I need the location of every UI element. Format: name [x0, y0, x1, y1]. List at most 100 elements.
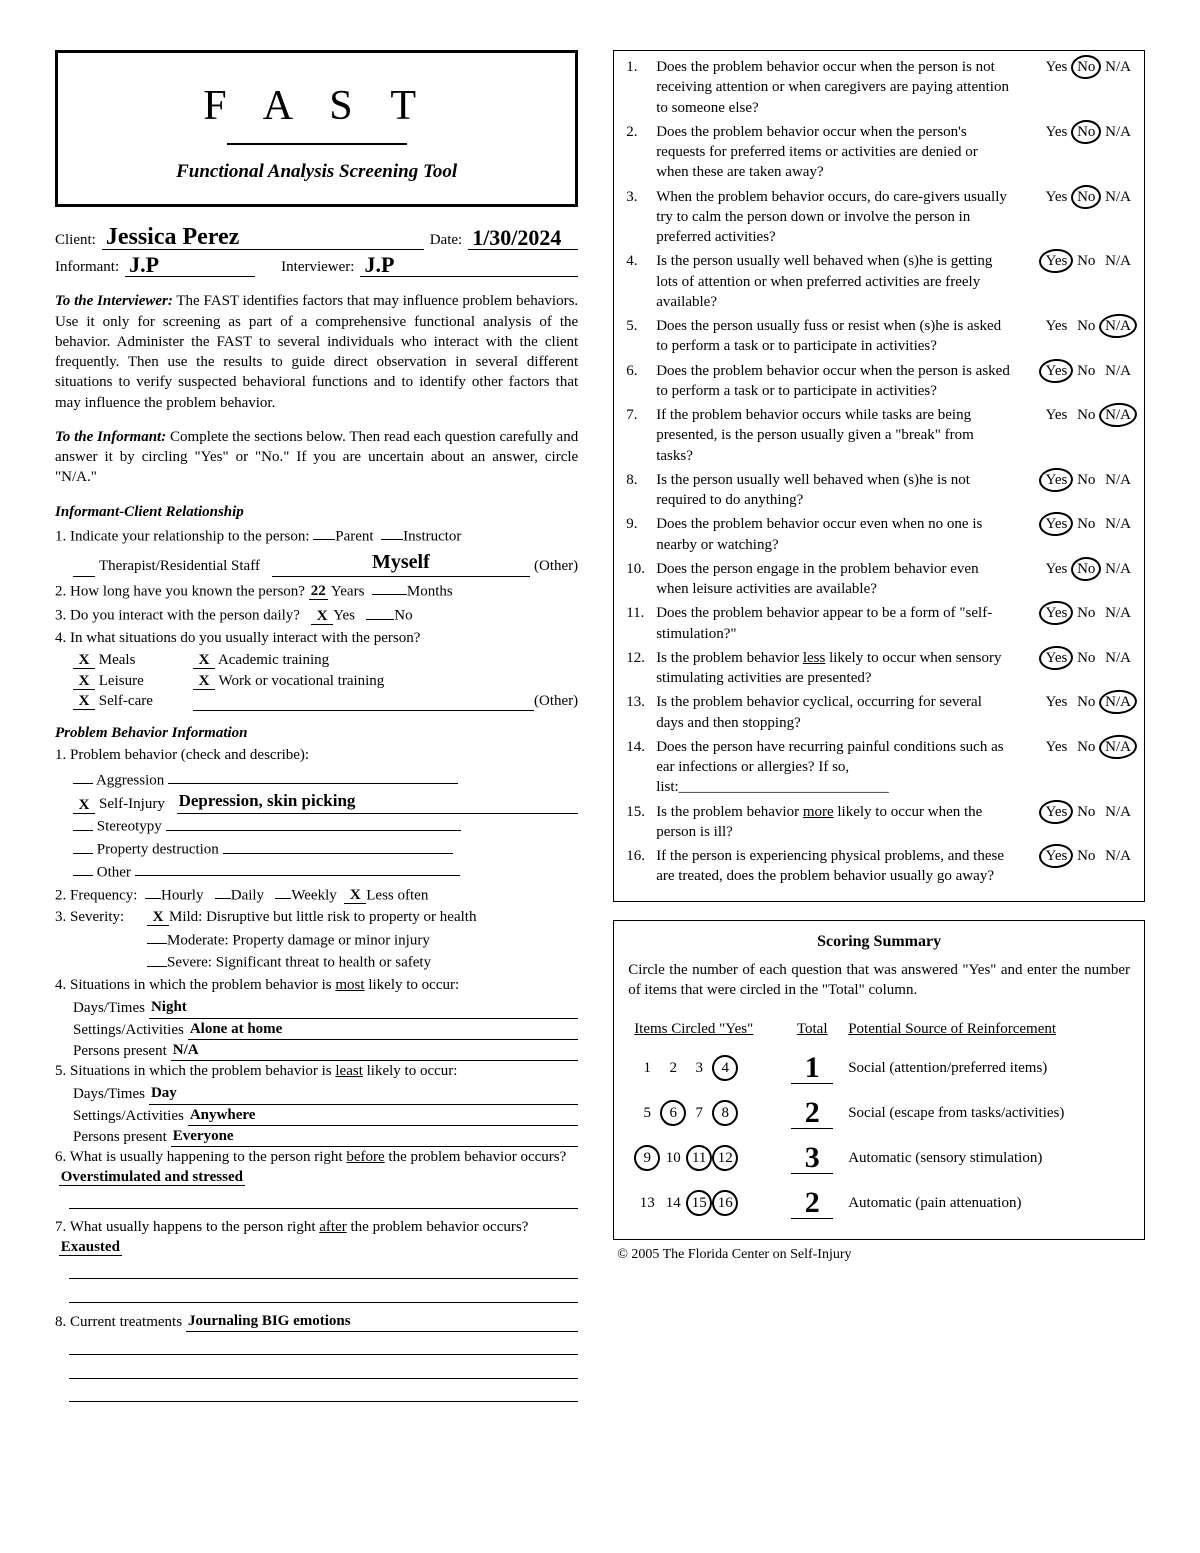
q4-days-val: Night: [149, 997, 578, 1018]
score-num: 6: [660, 1103, 686, 1123]
qa-opts: Yes No N/A: [1026, 737, 1134, 757]
score-num: 4: [712, 1058, 738, 1078]
answer-yes: Yes: [1042, 122, 1070, 142]
qa-opts: Yes No N/A: [1026, 603, 1134, 623]
opt-instructor: Instructor: [403, 528, 461, 544]
qa-opts: Yes No N/A: [1026, 514, 1134, 534]
qa-row: 15.Is the problem behavior more likely t…: [626, 802, 1134, 843]
opt-parent: Parent: [335, 528, 373, 544]
s2-q3: 3. Severity: XMild: Disruptive but littl…: [55, 907, 578, 973]
answer-yes: Yes: [1042, 405, 1070, 425]
qa-row: 10.Does the person engage in the problem…: [626, 559, 1134, 600]
s1-q1-line2: Therapist/Residential Staff Myself (Othe…: [73, 549, 578, 577]
row-client-date: Client: Jessica Perez Date: 1/30/2024: [55, 225, 578, 250]
answer-no: No: [1074, 405, 1098, 425]
qa-text: Is the problem behavior more likely to o…: [656, 802, 1018, 843]
col-items: Items Circled "Yes": [630, 1013, 780, 1045]
months-label: Months: [407, 583, 453, 599]
qa-opts: Yes No N/A: [1026, 692, 1134, 712]
score-items: 9101112: [630, 1137, 780, 1180]
answer-na: N/A: [1102, 603, 1134, 623]
qa-opts: Yes No N/A: [1026, 648, 1134, 668]
answer-no: No: [1074, 603, 1098, 623]
s2-q5-tail: likely to occur:: [363, 1063, 458, 1079]
title-rule: [227, 143, 407, 145]
opt-property: Property destruction: [97, 842, 219, 858]
scoring-box: Scoring Summary Circle the number of eac…: [613, 920, 1145, 1240]
score-source: Social (escape from tasks/activities): [844, 1092, 1128, 1135]
opt-hourly: Hourly: [161, 887, 204, 903]
score-total: 3: [782, 1137, 842, 1180]
s2-q8-text: 8. Current treatments: [55, 1312, 182, 1332]
score-source: Automatic (sensory stimulation): [844, 1137, 1128, 1180]
opt-mild: Mild: Disruptive but little risk to prop…: [169, 909, 476, 925]
informant-label: Informant:: [55, 257, 119, 277]
answer-no: No: [1074, 692, 1098, 712]
opt-academic: Academic training: [218, 652, 329, 668]
qa-text: Is the problem behavior less likely to o…: [656, 648, 1018, 689]
copyright: © 2005 The Florida Center on Self-Injury: [617, 1246, 1145, 1265]
s2-q4: 4. Situations in which the problem behav…: [55, 975, 578, 995]
qa-num: 7.: [626, 405, 648, 425]
score-num: 7: [686, 1103, 712, 1123]
q5-set-val: Anywhere: [188, 1105, 578, 1126]
qa-opts: Yes No N/A: [1026, 57, 1134, 77]
qa-opts: Yes No N/A: [1026, 846, 1134, 866]
opt-meals: Meals: [99, 652, 136, 668]
s2-q6-before: before: [346, 1149, 384, 1165]
interviewer-value: J.P: [360, 254, 578, 277]
qa-opts: Yes No N/A: [1026, 316, 1134, 336]
answer-yes: Yes: [1042, 361, 1070, 381]
opt-less: Less often: [366, 887, 428, 903]
s2-q7: 7. What usually happens to the person ri…: [55, 1217, 578, 1258]
qa-num: 1.: [626, 57, 648, 77]
s2-q1-other: Other: [73, 860, 578, 883]
answer-no: No: [1074, 737, 1098, 757]
qa-num: 5.: [626, 316, 648, 336]
s1-q4-text: 4. In what situations do you usually int…: [55, 630, 420, 646]
qa-opts: Yes No N/A: [1026, 802, 1134, 822]
s1-q1: 1. Indicate your relationship to the per…: [55, 524, 578, 547]
question-box: 1. Does the problem behavior occur when t…: [613, 50, 1145, 902]
answer-yes: Yes: [1042, 251, 1070, 271]
q5-set-label: Settings/Activities: [73, 1106, 184, 1126]
score-num: 2: [660, 1058, 686, 1078]
score-num: 11: [686, 1148, 712, 1168]
answer-na: N/A: [1102, 802, 1134, 822]
qa-text: If the problem behavior occurs while tas…: [656, 405, 1018, 466]
score-items: 13141516: [630, 1182, 780, 1225]
qa-opts: Yes No N/A: [1026, 405, 1134, 425]
col-source: Potential Source of Reinforcement: [844, 1013, 1128, 1045]
s2-q5-least: least: [335, 1063, 363, 1079]
score-total: 2: [782, 1182, 842, 1225]
qa-row: 8.Is the person usually well behaved whe…: [626, 470, 1134, 511]
qa-num: 11.: [626, 603, 648, 623]
s1-q3-yes-mark: X: [311, 609, 333, 625]
qa-text: When the problem behavior occurs, do car…: [656, 187, 1018, 248]
to-interviewer-para: To the Interviewer: The FAST identifies …: [55, 291, 578, 413]
qa-text: Does the problem behavior occur when the…: [656, 361, 1018, 402]
qa-row: 14.Does the person have recurring painfu…: [626, 737, 1134, 798]
to-interviewer-label: To the Interviewer:: [55, 293, 173, 309]
q5-per-val: Everyone: [171, 1126, 578, 1147]
s2-q2-text: 2. Frequency:: [55, 887, 137, 903]
qa-text: Is the person usually well behaved when …: [656, 251, 1018, 312]
s1-q3-yes: Yes: [333, 608, 355, 624]
opt-therapist: Therapist/Residential Staff: [99, 556, 260, 576]
score-num: 12: [712, 1148, 738, 1168]
score-row: 56782Social (escape from tasks/activitie…: [630, 1092, 1128, 1135]
row-informant-interviewer: Informant: J.P Interviewer: J.P: [55, 254, 578, 277]
opt-weekly: Weekly: [291, 887, 336, 903]
qa-num: 16.: [626, 846, 648, 866]
qa-text: Does the person have recurring painful c…: [656, 737, 1018, 798]
q4-set-label: Settings/Activities: [73, 1020, 184, 1040]
col-total: Total: [782, 1013, 842, 1045]
answer-no: No: [1074, 57, 1098, 77]
mark-mild: X: [147, 910, 169, 926]
s1-q2-years: 22: [309, 583, 328, 600]
opt-leisure: Leisure: [99, 673, 144, 689]
scoring-instructions: Circle the number of each question that …: [628, 960, 1130, 1001]
qa-num: 3.: [626, 187, 648, 207]
s2-q1-prop: Property destruction: [73, 837, 578, 860]
informant-value: J.P: [125, 254, 255, 277]
